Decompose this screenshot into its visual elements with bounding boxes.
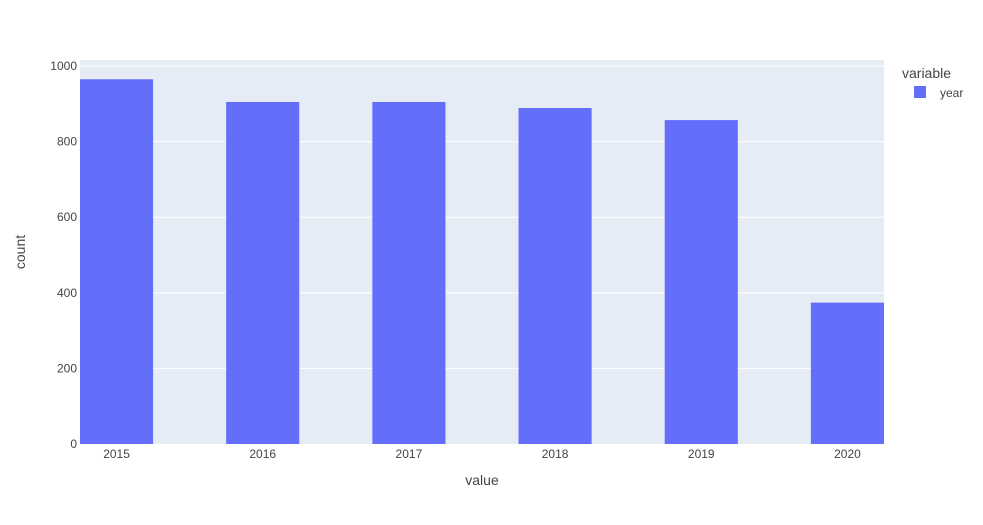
legend-title: variable: [902, 65, 951, 81]
x-tick-label: 2018: [542, 447, 569, 461]
y-tick-label: 1000: [50, 59, 77, 73]
x-tick-label: 2016: [249, 447, 276, 461]
bar-2015[interactable]: [80, 79, 154, 445]
x-tick-label: 2019: [688, 447, 715, 461]
legend[interactable]: variable year: [902, 65, 963, 100]
gridlines: [80, 65, 884, 369]
x-axis-ticks: 2015 2016 2017 2018 2019 2020: [103, 447, 861, 461]
x-axis-title: value: [465, 472, 499, 488]
y-axis-ticks: 0 200 400 600 800 1000: [50, 59, 77, 451]
x-tick-label: 2020: [834, 447, 861, 461]
x-tick-label: 2015: [103, 447, 130, 461]
y-tick-label: 0: [70, 437, 77, 451]
y-tick-label: 200: [57, 361, 77, 375]
y-tick-label: 800: [57, 135, 77, 149]
bar-2019[interactable]: [664, 120, 738, 445]
y-axis-title: count: [12, 235, 28, 269]
bars: [80, 79, 884, 445]
legend-swatch[interactable]: [914, 86, 926, 98]
plot-area: [80, 60, 884, 444]
bar-2016[interactable]: [226, 101, 300, 444]
x-tick-label: 2017: [396, 447, 423, 461]
legend-item-year[interactable]: year: [940, 86, 963, 100]
bar-2020[interactable]: [810, 302, 884, 444]
y-tick-label: 600: [57, 210, 77, 224]
bar-2018[interactable]: [518, 108, 592, 444]
bar-2017[interactable]: [372, 101, 446, 444]
y-tick-label: 400: [57, 286, 77, 300]
